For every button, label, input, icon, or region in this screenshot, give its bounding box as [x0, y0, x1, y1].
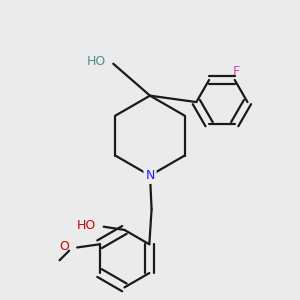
Text: N: N — [145, 169, 155, 182]
Text: HO: HO — [76, 219, 96, 232]
Text: F: F — [233, 65, 240, 78]
Text: HO: HO — [87, 55, 106, 68]
Text: O: O — [59, 240, 69, 253]
